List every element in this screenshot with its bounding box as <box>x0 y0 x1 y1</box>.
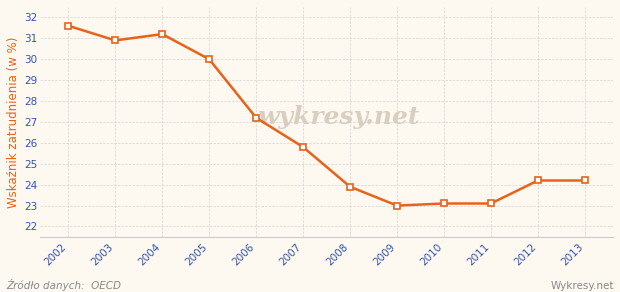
Text: Wykresy.net: Wykresy.net <box>551 281 614 291</box>
Y-axis label: Wskaźnik zatrudnienia (w %): Wskaźnik zatrudnienia (w %) <box>7 36 20 208</box>
Text: Źródło danych:  OECD: Źródło danych: OECD <box>6 279 121 291</box>
Text: wykresy.net: wykresy.net <box>257 105 419 129</box>
